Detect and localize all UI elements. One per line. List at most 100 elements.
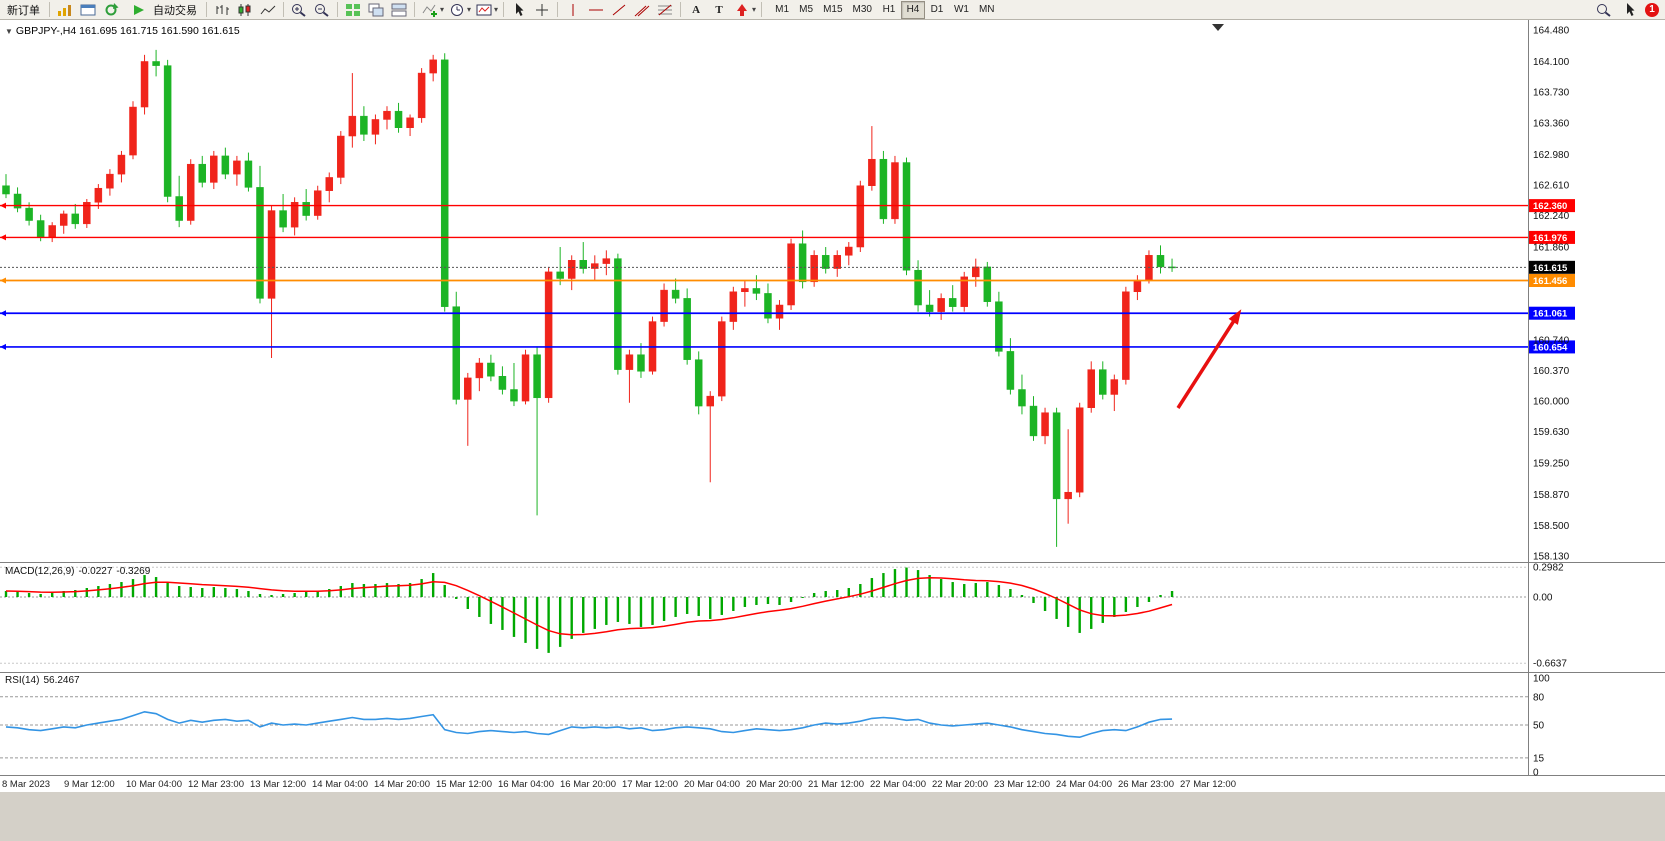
zoom-in-icon[interactable] [288, 0, 310, 19]
y-axis-tick: 162.610 [1533, 180, 1570, 191]
profiles-icon[interactable] [54, 0, 76, 19]
x-axis-label: 15 Mar 12:00 [436, 779, 492, 790]
x-axis-label: 20 Mar 20:00 [746, 779, 802, 790]
macd-axis-tick: -0.6637 [1533, 659, 1567, 670]
y-axis-tick: 164.100 [1533, 57, 1570, 68]
refresh-icon[interactable] [100, 0, 122, 19]
y-axis-tick: 158.500 [1533, 521, 1570, 532]
indicators-caret-icon[interactable]: ▾ [440, 5, 445, 14]
x-axis-label: 21 Mar 12:00 [808, 779, 864, 790]
cursor-icon[interactable] [508, 0, 530, 19]
x-axis-label: 16 Mar 04:00 [498, 779, 554, 790]
svg-text:161.061: 161.061 [1533, 309, 1568, 320]
svg-text:161.456: 161.456 [1533, 276, 1567, 287]
macd-axis-tick: 0.00 [1533, 593, 1553, 604]
line-chart-icon[interactable] [257, 0, 279, 19]
cascade-windows-icon[interactable] [365, 0, 387, 19]
tf-button-d1[interactable]: D1 [925, 1, 949, 19]
horizontal-line-tool-icon[interactable] [585, 0, 607, 19]
x-axis-label: 8 Mar 2023 [2, 779, 50, 790]
tf-button-w1[interactable]: W1 [949, 1, 974, 19]
svg-text:160.654: 160.654 [1533, 342, 1568, 353]
price-badge [1529, 340, 1575, 354]
crosshair-icon[interactable] [531, 0, 553, 19]
toolbar-separator [337, 2, 338, 17]
tf-button-m15[interactable]: M15 [818, 1, 847, 19]
arrows-caret-icon[interactable]: ▾ [752, 5, 757, 14]
symbol-ohlc-text: GBPJPY-,H4 161.695 161.715 161.590 161.6… [15, 25, 240, 37]
tf-button-h4[interactable]: H4 [900, 0, 925, 19]
y-axis-tick: 162.240 [1533, 211, 1570, 222]
template-caret-icon[interactable]: ▾ [494, 5, 499, 14]
macd-panel [0, 566, 1528, 664]
rsi-axis-tick: 80 [1533, 692, 1545, 703]
rsi-axis-tick: 100 [1533, 674, 1550, 685]
template-icon[interactable] [473, 0, 495, 19]
new-order-button[interactable]: 新订单 [2, 1, 45, 19]
x-axis-label: 27 Mar 12:00 [1180, 779, 1236, 790]
periods-caret-icon[interactable]: ▾ [467, 5, 472, 14]
x-axis-label: 16 Mar 20:00 [560, 779, 616, 790]
x-axis-label: 12 Mar 23:00 [188, 779, 244, 790]
rsi-line [5, 710, 1173, 739]
y-axis-tick: 164.480 [1533, 26, 1570, 37]
timeframe-toolbar: M1 M5 M15 M30 H1 H4 D1 W1 MN [770, 0, 1000, 19]
search-icon[interactable] [1593, 0, 1615, 19]
x-axis-label: 26 Mar 23:00 [1118, 779, 1174, 790]
macd-name: MACD(12,26,9) [5, 566, 75, 577]
tf-button-h1[interactable]: H1 [877, 1, 901, 19]
tile-windows-icon[interactable] [342, 0, 364, 19]
auto-trading-button[interactable]: 自动交易 [123, 1, 202, 19]
macd-value: -0.0227 [78, 566, 113, 577]
svg-text:161.615: 161.615 [1533, 263, 1568, 274]
notification-badge[interactable]: 1 [1645, 2, 1659, 17]
tf-button-m1[interactable]: M1 [770, 1, 794, 19]
y-axis-tick: 160.370 [1533, 366, 1570, 377]
price-badge [1529, 230, 1575, 244]
candlesticks [2, 49, 1176, 547]
y-axis-tick: 163.360 [1533, 118, 1570, 129]
toolbar-right-group: 1 [1593, 0, 1663, 19]
arrange-windows-icon[interactable] [388, 0, 410, 19]
text-tool-icon[interactable]: A [692, 3, 701, 16]
zoom-out-icon[interactable] [311, 0, 333, 19]
tf-button-m5[interactable]: M5 [794, 1, 818, 19]
periods-clock-icon[interactable] [446, 0, 468, 19]
indicators-icon[interactable] [419, 0, 441, 19]
chart-area[interactable]: 162.360 161.976 161.615 161.456 161.061 160.6… [0, 20, 1665, 792]
x-axis-label: 13 Mar 12:00 [250, 779, 306, 790]
rsi-axis-tick: 15 [1533, 753, 1545, 764]
x-axis-label: 17 Mar 12:00 [622, 779, 678, 790]
x-axis-label: 9 Mar 12:00 [64, 779, 115, 790]
play-icon [128, 0, 150, 19]
bar-chart-icon[interactable] [211, 0, 233, 19]
vertical-line-tool-icon[interactable] [562, 0, 584, 19]
chart-canvas[interactable]: 162.360 161.976 161.615 161.456 161.061 160.6… [0, 20, 1665, 792]
x-axis-label: 10 Mar 04:00 [126, 779, 182, 790]
market-watch-icon[interactable] [77, 0, 99, 19]
auto-trading-label: 自动交易 [153, 4, 197, 17]
y-axis-tick: 161.860 [1533, 243, 1570, 254]
collapse-triangle-icon[interactable]: ▼ [5, 27, 13, 36]
x-axis-label: 20 Mar 04:00 [684, 779, 740, 790]
fibonacci-tool-icon[interactable] [654, 0, 676, 19]
toolbar-separator [680, 2, 682, 17]
y-axis-tick: 159.630 [1533, 427, 1570, 438]
y-axis-tick: 162.980 [1533, 150, 1570, 161]
channel-tool-icon[interactable] [631, 0, 653, 19]
label-tool-icon[interactable]: T [715, 3, 723, 16]
tf-button-mn[interactable]: MN [974, 1, 1000, 19]
chart-background [0, 20, 1665, 792]
rsi-panel [0, 696, 1528, 759]
trendline-tool-icon[interactable] [608, 0, 630, 19]
y-axis-tick: 160.000 [1533, 397, 1570, 408]
arrows-tool-icon[interactable] [731, 0, 753, 19]
x-axis-label: 22 Mar 20:00 [932, 779, 988, 790]
chart-shift-marker [1212, 24, 1224, 31]
tf-button-m30[interactable]: M30 [848, 1, 877, 19]
chart-title: ▼ GBPJPY-,H4 161.695 161.715 161.590 161.… [5, 25, 240, 37]
x-axis-label: 24 Mar 04:00 [1056, 779, 1112, 790]
pointer-icon[interactable] [1619, 0, 1641, 19]
y-axis-tick: 159.250 [1533, 459, 1570, 470]
candlestick-chart-icon[interactable] [234, 0, 256, 19]
